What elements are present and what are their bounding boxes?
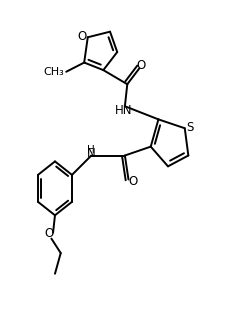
Text: HN: HN	[115, 104, 133, 117]
Text: O: O	[128, 175, 137, 188]
Text: O: O	[136, 59, 146, 72]
Text: H: H	[87, 145, 95, 155]
Text: O: O	[45, 227, 54, 240]
Text: O: O	[77, 30, 86, 43]
Text: N: N	[86, 147, 95, 160]
Text: CH₃: CH₃	[44, 67, 64, 77]
Text: S: S	[186, 121, 193, 134]
